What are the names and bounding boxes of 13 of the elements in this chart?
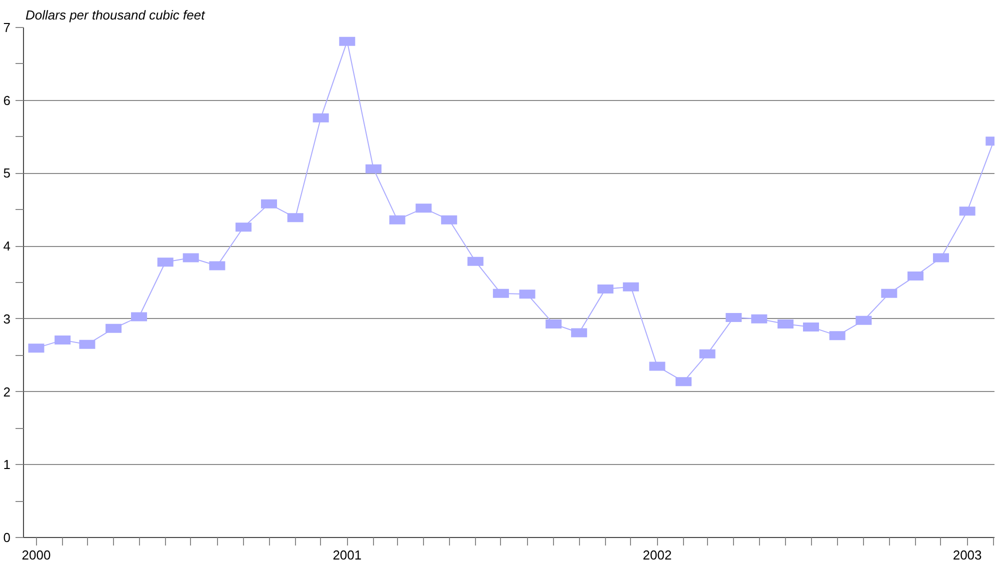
y-tick-label: 6 [3, 92, 11, 108]
y-tick-label: 5 [3, 166, 11, 181]
x-tick-label: 2003 [952, 548, 982, 562]
y-tick-label: 3 [3, 311, 11, 326]
y-tick-label: 2 [3, 384, 11, 400]
y-tick-label: 1 [3, 457, 11, 472]
y-tick-label: 0 [3, 530, 11, 545]
x-tick-label: 2001 [332, 548, 362, 562]
y-tick-label: 4 [3, 238, 11, 254]
x-tick-label: 2002 [642, 548, 672, 562]
x-tick-label: 2000 [22, 548, 51, 562]
y-tick-label: 7 [3, 20, 11, 35]
y-axis-title: Dollars per thousand cubic feet [26, 8, 206, 22]
